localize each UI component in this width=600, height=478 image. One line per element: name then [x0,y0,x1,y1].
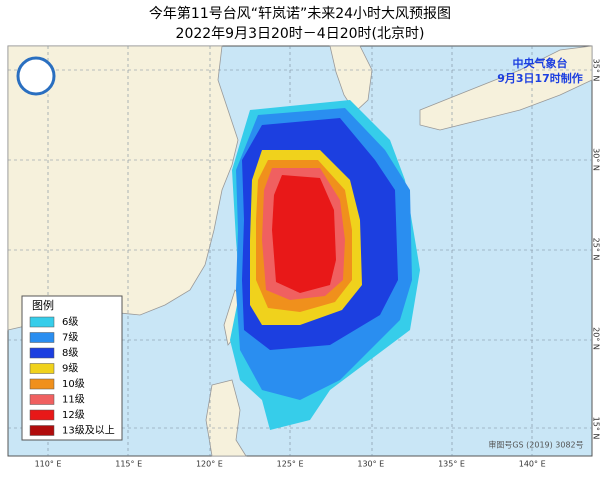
legend-label: 10级 [62,378,85,390]
legend-swatch [30,364,54,374]
legend: 图例 6级 7级 8级 9级 10级 11级 12级 13级及以上 [22,296,122,440]
longitude-label: 110° E [35,460,62,469]
legend-swatch [30,348,54,358]
legend-label: 7级 [62,332,78,344]
longitude-label: 140° E [519,460,546,469]
longitude-label: 125° E [277,460,304,469]
legend-label: 9级 [62,363,78,375]
legend-label: 12级 [62,409,85,421]
longitude-label: 120° E [196,460,223,469]
latitude-label: 35° N [592,59,600,82]
latitude-label: 20° N [592,327,600,350]
legend-swatch [30,379,54,389]
legend-label: 13级及以上 [62,425,115,437]
legend-swatch [30,333,54,343]
longitude-label: 130° E [357,460,384,469]
map: 中央气象台 9月3日17时制作 图例 6级 7级 8级 9级 10级 11级 12级 13级及… [8,46,592,456]
issue-time: 9月3日17时制作 [497,71,583,85]
legend-swatch [30,410,54,420]
legend-label: 6级 [62,316,78,328]
legend-swatch [30,395,54,405]
longitude-label: 115° E [115,460,142,469]
legend-label: 11级 [62,394,85,406]
longitude-label: 135° E [438,460,465,469]
legend-label: 8级 [62,347,78,359]
legend-title: 图例 [32,298,54,312]
approval-number: 审图号GS (2019) 3082号 [488,440,583,450]
title: 今年第11号台风“轩岚诺”未来24小时大风预报图 [149,5,451,22]
legend-swatch [30,426,54,436]
agency-name: 中央气象台 [513,56,568,70]
latitude-label: 30° N [592,148,600,171]
subtitle: 2022年9月3日20时－4日20时(北京时) [176,26,425,42]
latitude-label: 25° N [592,238,600,261]
agency-logo [18,58,54,94]
latitude-label: 15° N [592,417,600,440]
legend-swatch [30,317,54,327]
